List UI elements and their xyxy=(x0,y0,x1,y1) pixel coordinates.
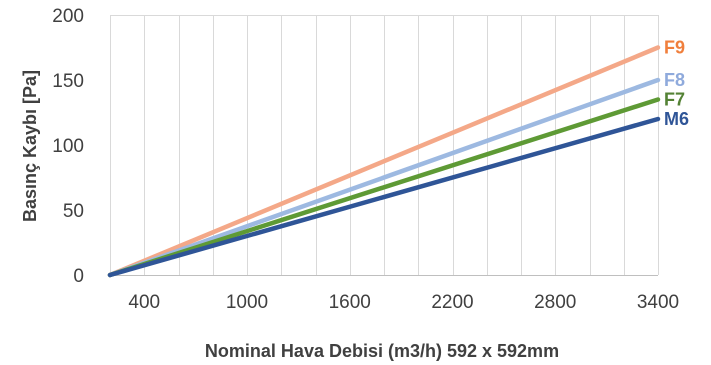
x-tick-label: 1600 xyxy=(329,292,371,313)
series-label-f8: F8 xyxy=(664,70,685,90)
series-label-m6: M6 xyxy=(664,109,689,129)
x-tick-label: 1000 xyxy=(226,292,268,313)
series-label-f7: F7 xyxy=(664,90,685,110)
series-line-f7 xyxy=(107,97,661,278)
series-line-f9 xyxy=(107,45,661,278)
series-label-f9: F9 xyxy=(664,38,685,58)
series-line-f8 xyxy=(107,77,661,278)
series-lines xyxy=(107,45,661,278)
y-tick-label: 50 xyxy=(63,201,84,222)
x-tick-label: 2200 xyxy=(431,292,473,313)
y-axis-title: Basınç Kaybı [Pa] xyxy=(20,70,40,222)
y-tick-label: 100 xyxy=(52,136,84,157)
x-tick-label: 400 xyxy=(128,292,160,313)
y-tick-label: 0 xyxy=(73,266,84,287)
x-tick-label: 2800 xyxy=(534,292,576,313)
grid xyxy=(110,15,659,275)
tick-labels: 400 1000 1600 2200 2800 3400 0 50 100 150 200 xyxy=(52,6,679,313)
y-tick-label: 150 xyxy=(52,71,84,92)
x-axis-title: Nominal Hava Debisi (m3/h) 592 x 592mm xyxy=(205,341,559,361)
y-tick-label: 200 xyxy=(52,6,84,27)
x-tick-label: 3400 xyxy=(637,292,679,313)
series-line-m6 xyxy=(107,116,661,278)
